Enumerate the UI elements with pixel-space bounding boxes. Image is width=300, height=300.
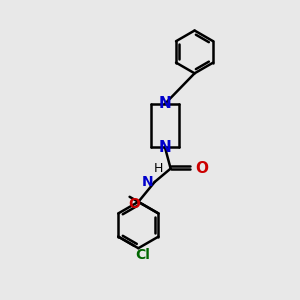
Text: N: N: [158, 96, 171, 111]
Text: H: H: [154, 162, 163, 176]
Text: N: N: [142, 175, 153, 189]
Text: O: O: [195, 161, 208, 176]
Text: O: O: [128, 197, 140, 211]
Text: Cl: Cl: [136, 248, 151, 262]
Text: N: N: [158, 140, 171, 154]
